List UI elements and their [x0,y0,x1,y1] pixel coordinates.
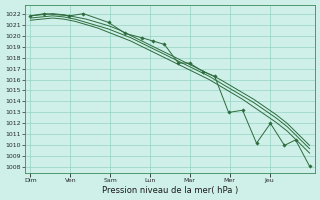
X-axis label: Pression niveau de la mer( hPa ): Pression niveau de la mer( hPa ) [102,186,238,195]
